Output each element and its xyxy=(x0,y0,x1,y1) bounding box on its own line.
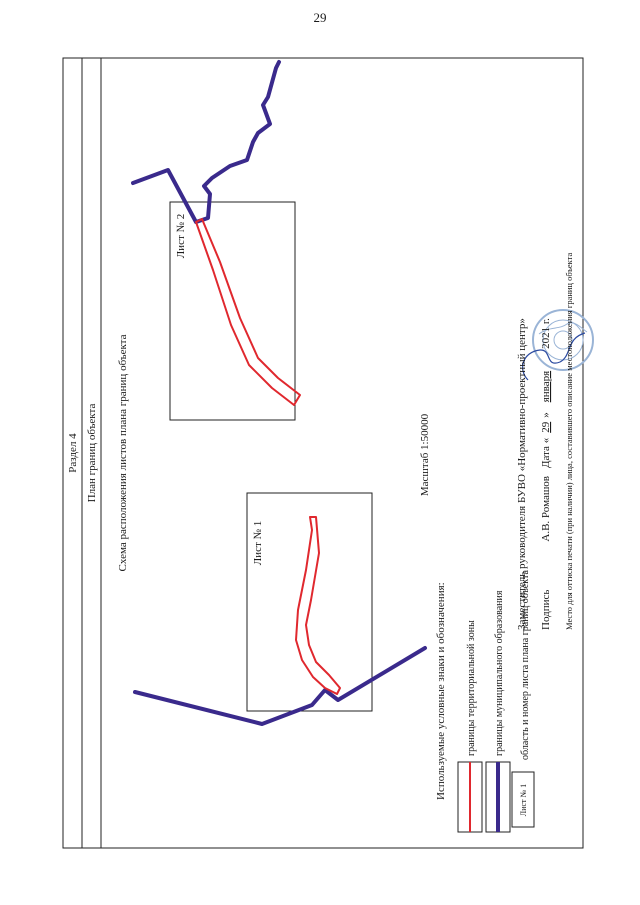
signature-date-year: 2021 г. xyxy=(540,318,552,349)
territorial-zone-outline-sheet-1 xyxy=(295,516,341,695)
scale-label: Масштаб 1:50000 xyxy=(419,413,431,496)
signature-line-1: Заместитель руководителя БУВО «Нормативн… xyxy=(516,318,528,630)
legend-sheet-area-swatch xyxy=(511,771,535,828)
sheet-2-label: Лист № 2 xyxy=(175,214,187,259)
territorial-zone-outline-sheet-2 xyxy=(195,218,301,406)
sheet-1-label: Лист № 1 xyxy=(252,521,264,566)
sheet-2-area xyxy=(169,201,296,421)
page-number: 29 xyxy=(313,10,327,25)
signature-line-2: Подпись А.В. Ромашов Дата « 29 » января 2021 г… xyxy=(540,318,552,630)
handwritten-signature xyxy=(522,332,586,381)
signature-name: А.В. Ромашов xyxy=(540,476,552,542)
legend-sheet-area-sample: Лист № 1 xyxy=(519,784,528,816)
legend-sheet-area-label: область и номер листа плана границ объек… xyxy=(520,570,531,760)
signature-date-prefix: Дата « xyxy=(540,437,552,468)
legend-heading: Используемые условные знаки и обозначени… xyxy=(435,582,447,800)
signature-date-month: января xyxy=(540,371,552,402)
signature-sign-label: Подпись xyxy=(540,590,552,630)
sheet-1-area xyxy=(246,492,373,712)
sheet-frame xyxy=(62,57,584,849)
municipal-boundary-line-south xyxy=(133,646,427,726)
signature-date-mid: » xyxy=(540,412,552,418)
legend-municipal-boundary-label: границы муниципального образования xyxy=(494,590,505,756)
plan-title: План границ объекта xyxy=(86,404,98,503)
signature-line-3: Место для оттиска печати (при наличии) л… xyxy=(564,253,574,630)
section-title: Раздел 4 xyxy=(67,433,79,473)
municipal-boundary-line-north xyxy=(131,60,281,224)
legend-territorial-zone-label: границы территориальной зоны xyxy=(466,620,477,756)
signature-date-day: 29 xyxy=(540,421,552,433)
scheme-title: Схема расположения листов плана границ о… xyxy=(117,334,129,571)
